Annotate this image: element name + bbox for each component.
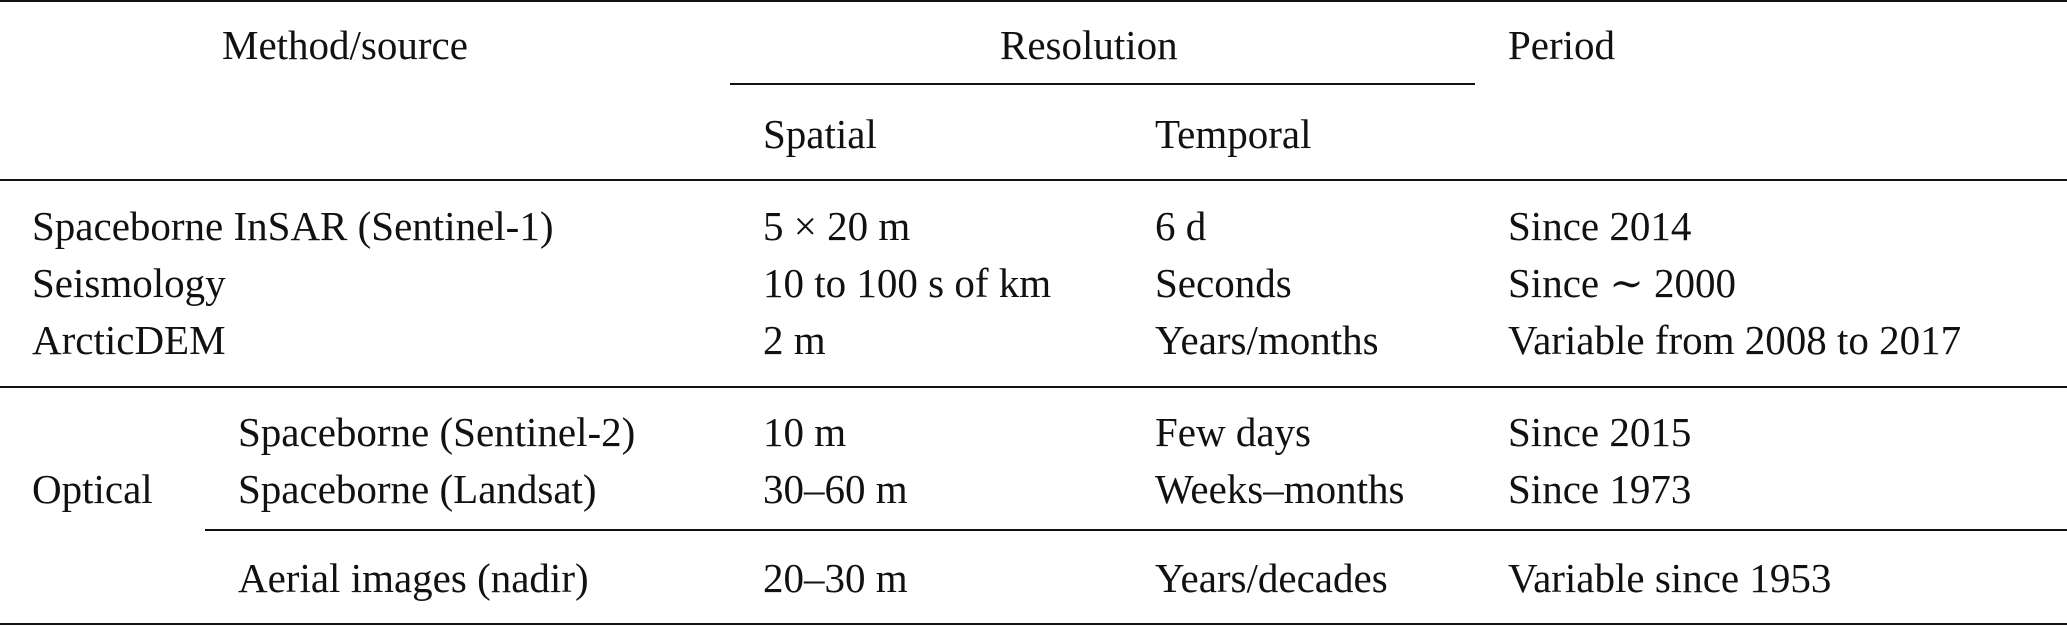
spatial-cell: 30–60 m	[763, 466, 908, 512]
bottom-rule	[0, 623, 2067, 625]
header-period: Period	[1508, 22, 1616, 68]
optical-group-label: Optical	[32, 466, 153, 512]
method-cell: Spaceborne (Landsat)	[238, 466, 597, 512]
method-cell: Spaceborne InSAR (Sentinel-1)	[32, 203, 554, 249]
period-cell: Since ∼ 2000	[1508, 260, 1736, 306]
method-cell: Aerial images (nadir)	[238, 555, 589, 601]
period-cell: Variable since 1953	[1508, 555, 1832, 601]
top-rule	[0, 0, 2067, 2]
spatial-cell: 10 m	[763, 409, 847, 455]
header-temporal: Temporal	[1155, 111, 1312, 157]
header-resolution: Resolution	[1000, 22, 1178, 68]
spatial-cell: 5 × 20 m	[763, 203, 911, 249]
method-cell: Spaceborne (Sentinel-2)	[238, 409, 636, 455]
header-method-source: Method/source	[222, 22, 468, 68]
period-cell: Since 2014	[1508, 203, 1692, 249]
optical-subrule	[205, 529, 2067, 531]
period-cell: Variable from 2008 to 2017	[1508, 317, 1962, 363]
method-cell: Seismology	[32, 260, 226, 306]
period-cell: Since 2015	[1508, 409, 1692, 455]
temporal-cell: Seconds	[1155, 260, 1292, 306]
spatial-cell: 2 m	[763, 317, 826, 363]
resolution-underline	[730, 83, 1475, 85]
group-rule	[0, 386, 2067, 388]
temporal-cell: Weeks–months	[1155, 466, 1405, 512]
period-cell: Since 1973	[1508, 466, 1692, 512]
temporal-cell: Few days	[1155, 409, 1312, 455]
header-spatial: Spatial	[763, 111, 877, 157]
header-rule	[0, 179, 2067, 181]
temporal-cell: Years/months	[1155, 317, 1379, 363]
spatial-cell: 10 to 100 s of km	[763, 260, 1052, 306]
temporal-cell: 6 d	[1155, 203, 1207, 249]
temporal-cell: Years/decades	[1155, 555, 1388, 601]
spatial-cell: 20–30 m	[763, 555, 908, 601]
method-cell: ArcticDEM	[32, 317, 226, 363]
